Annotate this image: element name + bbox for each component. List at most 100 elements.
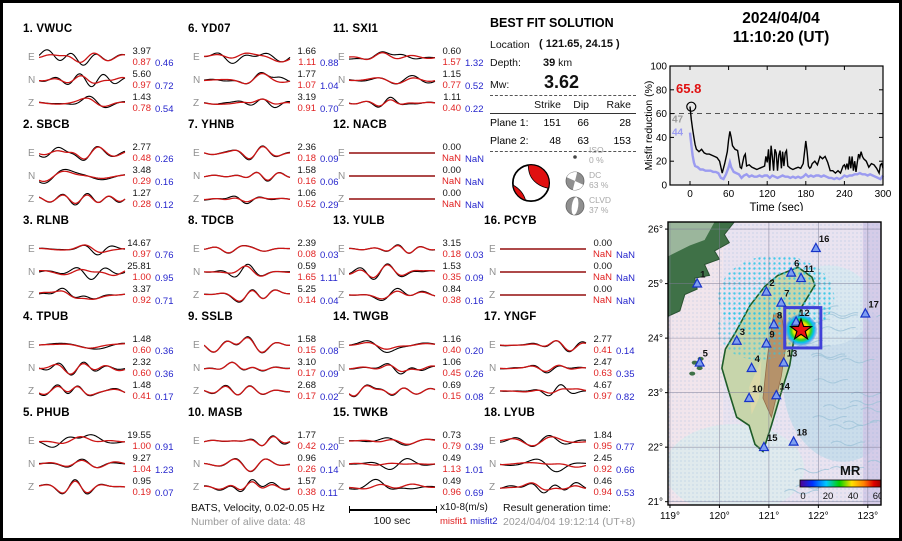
waveform-plot: [39, 244, 126, 256]
misfit2-value: 0.16: [155, 176, 174, 188]
misfit1-value: 1.04: [132, 463, 152, 475]
misfit1-value: 0.77: [442, 79, 462, 91]
misfit1-value: 0.60: [132, 367, 152, 379]
amplitude-value: 25.81: [127, 261, 151, 272]
channel-values: 1.84 0.95: [580, 430, 613, 452]
colorbar-tick: 0: [800, 491, 805, 502]
map-lon-label: 120°: [709, 511, 730, 522]
colorbar-tick: 20: [823, 491, 834, 502]
channel-values: 3.37 0.92: [119, 284, 152, 306]
map-station-triangle: [694, 356, 706, 367]
channel-label: E: [193, 244, 200, 255]
waveform-plot: [500, 482, 587, 494]
misfit1-value: NaN: [441, 198, 461, 210]
channel-values: 0.46 0.94: [580, 476, 613, 498]
waveform-plot: [39, 73, 126, 88]
misfit2-value: 0.35: [616, 368, 635, 380]
channel-row: N 0.00 NaN NaN: [484, 261, 654, 284]
misfit1-value: 0.40: [442, 344, 462, 356]
map-station-triangle: [758, 441, 770, 452]
channel-row: Z 0.69 0.15 0.08: [333, 380, 503, 403]
misfit2-value: 0.95: [155, 272, 174, 284]
channel-label: Z: [28, 386, 35, 397]
misfit1-value: 0.28: [132, 198, 152, 210]
misfit2-value: 0.20: [465, 345, 484, 357]
waveform-plot: [204, 52, 291, 64]
channel-row: Z 1.06 0.52 0.29: [188, 188, 358, 211]
generation-time-value: 2024/04/04 19:12:14 (UT+8): [503, 516, 636, 528]
channel-values: 1.06 0.45: [429, 357, 462, 379]
channel-label: N: [28, 171, 36, 182]
misfit2-value: 0.02: [320, 391, 339, 403]
waveform-plot: [204, 336, 291, 354]
amplitude-value: 0.69: [442, 380, 462, 391]
amplitude-value: 0.46: [593, 476, 613, 487]
amplitude-value: 2.36: [297, 142, 317, 153]
clvd-name: CLVD: [589, 195, 612, 205]
waveform-plot: [204, 263, 291, 278]
channel-row: E 1.66 1.11 0.88: [188, 46, 358, 69]
channel-label: E: [338, 244, 345, 255]
waveform-plot: [204, 171, 291, 182]
channel-values: 1.57 0.38: [284, 476, 317, 498]
time-scale-bar: [349, 506, 437, 513]
amplitude-value: 1.48: [132, 380, 152, 391]
channel-values: 0.96 0.26: [284, 453, 317, 475]
channel-row: N 0.59 1.65 1.11: [188, 261, 358, 284]
channel-label: E: [193, 436, 200, 447]
amplitude-value: 2.77: [593, 334, 613, 345]
iso-name: ISO: [589, 145, 604, 155]
misfit2-value: 0.11: [320, 487, 338, 499]
location-value: ( 121.65, 24.15 ): [539, 38, 620, 50]
amplitude-value: 0.95: [132, 476, 152, 487]
misfit2-value: 0.14: [320, 464, 339, 476]
misfit1-value: 0.97: [593, 390, 613, 402]
station-block: 14. TWGB E 1.16 0.40 0.20 N 1.06 0.45 0.26 Z 0.69 0…: [333, 311, 503, 403]
map-station-triangle: [770, 389, 782, 400]
x-tick-label: 300: [875, 189, 892, 200]
channel-values: 19.55 1.00: [119, 430, 151, 452]
misfit1-value: NaN: [441, 152, 461, 164]
data-description: BATS, Velocity, 0.02-0.05 Hz: [191, 502, 325, 514]
map-lon-label: 121°: [759, 511, 780, 522]
waveform-plot: [349, 198, 435, 200]
misfit-series-misfit2: [688, 132, 884, 181]
misfit2-value: NaN: [465, 176, 485, 188]
amplitude-value: 3.97: [132, 46, 152, 57]
misfit2-value: 0.09: [465, 272, 484, 284]
channel-values: 3.48 0.29: [119, 165, 152, 187]
misfit1-value: 1.11: [298, 56, 316, 68]
channel-label: Z: [193, 194, 200, 205]
col-header-strike: Strike: [534, 99, 561, 111]
station-title: 11. SXI1: [333, 23, 379, 35]
misfit1-legend: misfit1: [440, 516, 468, 527]
misfit2-value: 0.26: [155, 153, 174, 165]
amplitude-value: 1.16: [442, 334, 462, 345]
station-block: 7. YHNB E 2.36 0.18 0.09 N 1.58 0.16 0.06 Z 1.06 0.…: [188, 119, 358, 211]
station-block: 10. MASB E 1.77 0.42 0.20 N 0.96 0.26 0.14 Z 1.57 0…: [188, 407, 358, 499]
map-station-number: 18: [797, 428, 808, 439]
epicenter-star: [788, 317, 814, 341]
best-misfit-marker: [686, 101, 697, 112]
station-block: 4. TPUB E 1.48 0.60 0.36 N 2.32 0.60 0.36 Z 1.48 0.…: [23, 311, 193, 403]
channel-values: 2.39 0.08: [284, 238, 317, 260]
waveform-plot: [500, 294, 586, 296]
channel-values: 3.15 0.18: [429, 238, 462, 260]
waveform-plot: [349, 437, 436, 446]
amplitude-value: 1.57: [297, 476, 317, 487]
amplitude-value: 0.00: [442, 188, 462, 199]
channel-label: N: [193, 363, 201, 374]
map-station-triangle: [859, 307, 871, 318]
channel-values: 9.27 1.04: [119, 453, 152, 475]
plane2-dip: 63: [577, 135, 589, 147]
misfit2-value: 0.71: [155, 295, 174, 307]
x-tick-label: 240: [836, 189, 853, 200]
channel-row: E 1.58 0.15 0.08: [188, 334, 358, 357]
waveform-plot: [349, 287, 436, 302]
waveform-plot: [500, 248, 586, 250]
waveform-plot: [349, 458, 436, 471]
misfit1-value: 0.48: [132, 152, 152, 164]
misfit1-value: 0.45: [442, 367, 462, 379]
map-station-number: 3: [740, 327, 745, 338]
event-time: 11:10:20 (UT): [732, 29, 830, 46]
